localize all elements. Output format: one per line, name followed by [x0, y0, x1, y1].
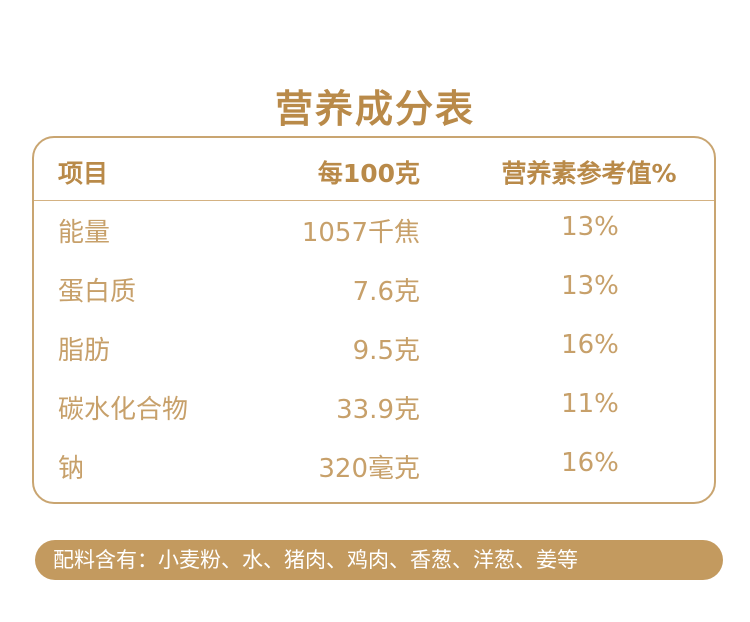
row-per100: 33.9克 — [336, 395, 420, 425]
row-per100: 9.5克 — [352, 336, 420, 366]
header-per100: 每100克 — [317, 159, 420, 188]
row-per100: 1057千焦 — [301, 218, 420, 248]
row-per100: 320毫克 — [318, 454, 420, 484]
header-nrv: 营养素参考值% — [501, 159, 677, 188]
page-title: 营养成分表 — [274, 87, 475, 131]
nutrition-table: 项目 每100克 营养素参考值% 能量 1057千焦 13% 蛋白质 7.6克 … — [32, 136, 716, 504]
table-row: 钠 320毫克 16% — [34, 436, 714, 495]
table-header: 项目 每100克 营养素参考值% — [34, 138, 714, 201]
table-row: 脂肪 9.5克 16% — [34, 318, 714, 377]
ingredients-banner: 配料含有：小麦粉、水、猪肉、鸡肉、香葱、洋葱、姜等 — [35, 540, 723, 580]
row-nrv: 16% — [561, 448, 619, 478]
row-nrv: 13% — [561, 212, 619, 242]
row-per100: 7.6克 — [352, 277, 420, 307]
row-item: 能量 — [58, 218, 111, 248]
row-nrv: 11% — [561, 389, 619, 419]
row-item: 蛋白质 — [58, 277, 137, 307]
row-item: 脂肪 — [58, 336, 111, 366]
row-nrv: 16% — [561, 330, 619, 360]
table-row: 碳水化合物 33.9克 11% — [34, 377, 714, 436]
header-item: 项目 — [58, 159, 109, 188]
row-item: 钠 — [58, 454, 85, 484]
table-row: 蛋白质 7.6克 13% — [34, 259, 714, 318]
table-row: 能量 1057千焦 13% — [34, 200, 714, 259]
row-nrv: 13% — [561, 271, 619, 301]
row-item: 碳水化合物 — [58, 395, 189, 425]
